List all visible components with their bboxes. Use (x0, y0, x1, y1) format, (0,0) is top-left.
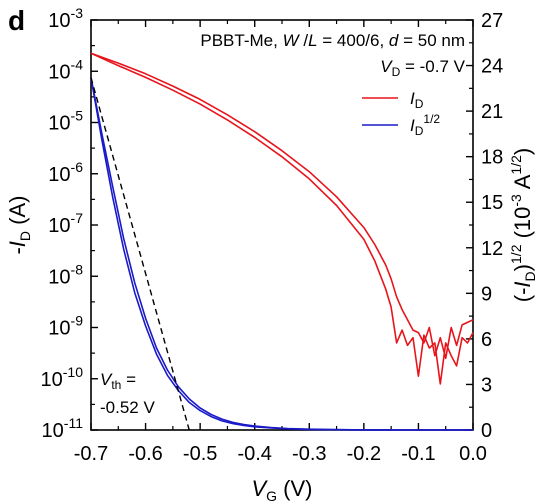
vth-value: -0.52 V (100, 398, 155, 417)
y-left-axis-title: -ID (A) (5, 195, 33, 254)
y-right-tick-label: 12 (481, 238, 503, 260)
y-left-tick-label: 10-9 (48, 313, 83, 340)
y-left-tick-label: 10-7 (48, 210, 83, 237)
x-tick-label: -0.6 (128, 443, 162, 465)
y-right-tick-label: 24 (481, 56, 503, 78)
y-right-tick-label: 21 (481, 101, 503, 123)
threshold-fit-line (90, 77, 190, 431)
y-left-tick-label: 10-3 (48, 5, 83, 32)
x-tick-label: -0.7 (74, 443, 108, 465)
panel-label: d (8, 5, 25, 36)
y-left-tick-label: 10-5 (48, 108, 83, 135)
y-right-tick-label: 6 (481, 329, 492, 351)
vth-label: Vth = (100, 370, 136, 392)
y-right-tick-label: 0 (481, 420, 492, 442)
x-tick-label: -0.4 (237, 443, 271, 465)
x-tick-label: -0.3 (292, 443, 326, 465)
y-left-tick-label: 10-10 (41, 364, 84, 391)
x-tick-label: 0.0 (459, 443, 487, 465)
y-right-tick-label: 3 (481, 374, 492, 396)
x-tick-label: -0.5 (183, 443, 217, 465)
series-sqrt-id-line-3 (90, 77, 473, 431)
legend-label-sqrt-id: ID1/2 (410, 112, 440, 138)
y-left-tick-label: 10-11 (42, 415, 84, 442)
legend: ID ID1/2 (362, 89, 440, 138)
y-left-tick-label: 10-8 (48, 261, 83, 288)
plot-frame (90, 19, 474, 431)
y-right-axis-ticks: 0 3 6 9 12 15 18 21 24 27 (466, 10, 503, 442)
y-right-tick-label: 15 (481, 192, 503, 214)
x-tick-label: -0.1 (401, 443, 435, 465)
y-left-tick-label: 10-4 (48, 56, 83, 83)
device-label: PBBT-Me, W /L = 400/6, d = 50 nm (200, 31, 465, 50)
vd-label: VD = -0.7 V (380, 57, 465, 79)
x-tick-label: -0.2 (347, 443, 381, 465)
y-left-axis-ticks: 10-3 10-4 10-5 10-6 10-7 10-8 10-9 10-10 10-11 (41, 5, 98, 442)
y-left-tick-label: 10-6 (48, 159, 83, 186)
y-right-tick-label: 18 (481, 147, 503, 169)
y-right-tick-label: 9 (481, 283, 492, 305)
series-layer (90, 52, 474, 431)
series-id-line-1 (90, 52, 474, 385)
legend-label-id: ID (410, 89, 424, 111)
y-right-axis-title: (-ID)1/2 (10-3 A1/2) (508, 148, 538, 302)
x-axis-title: VG (V) (251, 476, 312, 504)
y-right-tick-label: 27 (481, 10, 503, 32)
